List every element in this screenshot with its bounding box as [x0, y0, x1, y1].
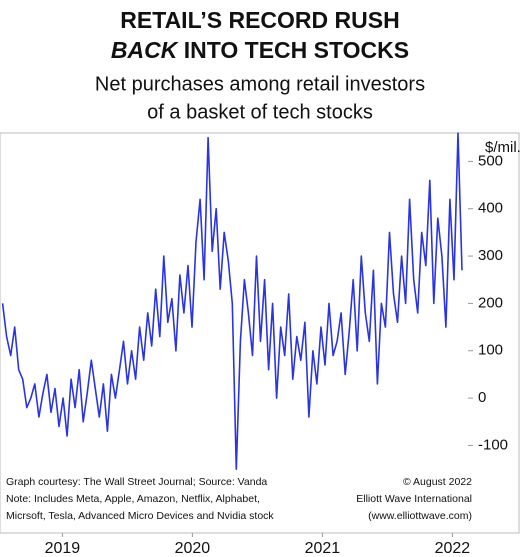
y-tick-label: 100	[478, 342, 503, 359]
x-tick-label: 2020	[175, 540, 211, 557]
title-emphasis: BACK	[111, 37, 179, 63]
credit: (www.elliottwave.com)	[368, 510, 472, 522]
chart-title: RETAIL’S RECORD RUSH	[120, 7, 399, 33]
y-tick-label: 300	[478, 247, 503, 264]
y-tick-label: 500	[478, 152, 503, 169]
x-tick-label: 2021	[305, 540, 341, 557]
y-unit: $/mil.	[485, 139, 520, 156]
y-tick-label: 400	[478, 200, 503, 217]
x-tick-label: 2019	[45, 540, 81, 557]
y-tick-label: -100	[478, 436, 508, 453]
data-line	[1, 132, 463, 470]
x-tick-label: 2022	[435, 540, 471, 557]
notes-box	[340, 474, 476, 526]
note: Micrsoft, Tesla, Advanced Micro Devices …	[6, 510, 274, 522]
subtitle: Net purchases among retail investors	[95, 73, 425, 95]
y-tick-label: 200	[478, 294, 503, 311]
subtitle: of a basket of tech stocks	[147, 101, 373, 123]
notes-box	[3, 474, 328, 526]
title-rest: INTO TECH STOCKS	[177, 37, 409, 63]
note: Note: Includes Meta, Apple, Amazon, Netf…	[6, 493, 260, 505]
credit: Elliott Wave International	[356, 493, 472, 505]
y-tick-label: 0	[478, 389, 486, 406]
note: Graph courtesy: The Wall Street Journal;…	[6, 476, 267, 488]
credit: © August 2022	[403, 476, 472, 488]
plot-frame	[0, 132, 520, 534]
chart-title-line2: BACK INTO TECH STOCKS	[111, 37, 409, 63]
